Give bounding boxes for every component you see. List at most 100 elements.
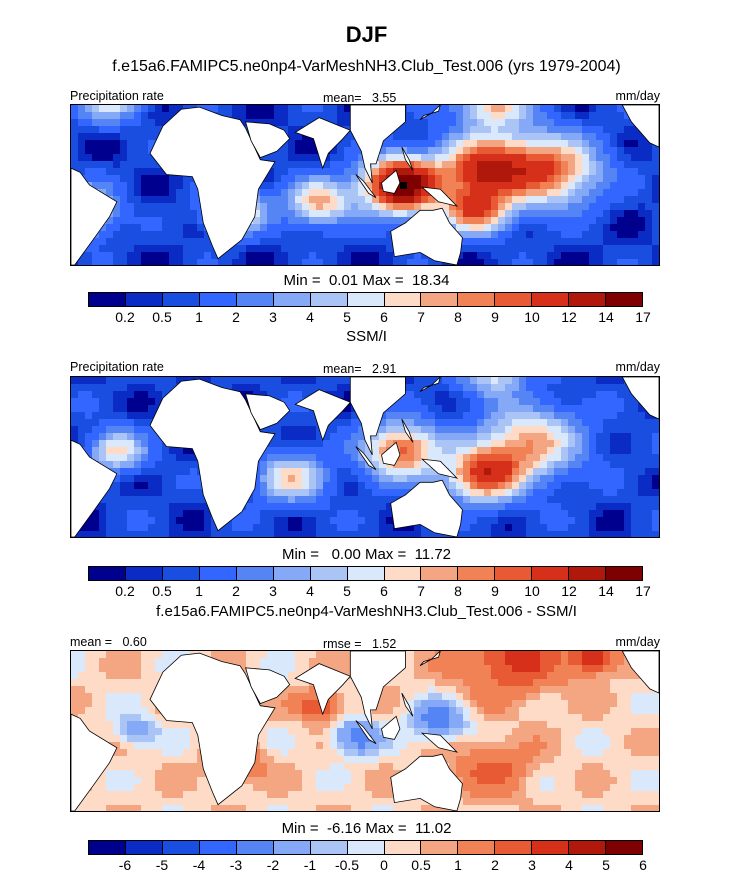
field-cell xyxy=(470,531,478,537)
field-cell xyxy=(281,154,289,162)
field-cell xyxy=(267,482,275,490)
field-cell xyxy=(85,105,93,113)
field-cell xyxy=(288,489,296,497)
field-cell xyxy=(631,419,639,427)
field-cell xyxy=(554,210,562,218)
field-cell xyxy=(295,203,303,211)
field-cell xyxy=(134,503,142,511)
field-cell xyxy=(330,154,338,162)
field-cell xyxy=(260,489,268,497)
field-cell xyxy=(386,133,394,141)
field-cell xyxy=(99,440,107,448)
field-cell xyxy=(99,503,107,511)
field-cell xyxy=(365,475,373,483)
field-cell xyxy=(281,252,289,260)
field-cell xyxy=(610,231,618,239)
field-cell xyxy=(582,377,590,385)
field-cell xyxy=(610,168,618,176)
field-cell xyxy=(302,468,310,476)
field-cell xyxy=(575,196,583,204)
field-cell xyxy=(638,405,646,413)
field-cell xyxy=(589,651,597,659)
field-cell xyxy=(260,524,268,532)
field-cell xyxy=(610,196,618,204)
field-cell xyxy=(533,196,541,204)
field-cell xyxy=(141,377,149,385)
field-cell xyxy=(260,454,268,462)
field-cell xyxy=(582,175,590,183)
field-cell xyxy=(463,245,471,253)
field-cell xyxy=(351,503,359,511)
field-cell xyxy=(617,482,625,490)
field-cell xyxy=(652,714,659,722)
field-cell xyxy=(155,728,163,736)
field-cell xyxy=(484,496,492,504)
field-cell xyxy=(463,175,471,183)
field-cell xyxy=(330,217,338,225)
field-cell xyxy=(358,252,366,260)
field-cell xyxy=(414,405,422,413)
field-cell xyxy=(162,175,170,183)
field-cell xyxy=(302,384,310,392)
field-cell xyxy=(477,161,485,169)
field-cell xyxy=(127,182,135,190)
field-cell xyxy=(281,419,289,427)
field-cell xyxy=(652,475,659,483)
field-cell xyxy=(386,524,394,532)
field-cell xyxy=(456,384,464,392)
field-cell xyxy=(561,168,569,176)
field-cell xyxy=(512,475,520,483)
field-cell xyxy=(442,140,450,148)
field-cell xyxy=(288,259,296,265)
field-cell xyxy=(421,412,429,420)
field-cell xyxy=(344,503,352,511)
field-cell xyxy=(400,482,408,490)
field-cell xyxy=(337,140,345,148)
field-cell xyxy=(155,182,163,190)
field-cell xyxy=(337,196,345,204)
field-cell xyxy=(316,496,324,504)
field-cell xyxy=(547,105,555,113)
field-cell xyxy=(582,714,590,722)
colorbar-swatch xyxy=(421,567,459,580)
field-cell xyxy=(617,238,625,246)
field-cell xyxy=(106,217,114,225)
field-cell xyxy=(449,419,457,427)
field-cell xyxy=(316,517,324,525)
field-cell xyxy=(505,489,513,497)
field-cell xyxy=(631,503,639,511)
field-cell xyxy=(589,133,597,141)
field-cell xyxy=(414,707,422,715)
field-cell xyxy=(491,384,499,392)
field-cell xyxy=(183,210,191,218)
field-cell xyxy=(267,238,275,246)
field-cell xyxy=(428,203,436,211)
field-cell xyxy=(442,658,450,666)
field-cell xyxy=(379,168,387,176)
field-cell xyxy=(302,196,310,204)
field-cell xyxy=(316,482,324,490)
field-cell xyxy=(463,217,471,225)
colorbar-swatch xyxy=(273,567,311,580)
field-cell xyxy=(337,182,345,190)
field-cell xyxy=(484,665,492,673)
colorbar-tick-label: 12 xyxy=(561,309,577,325)
field-cell xyxy=(652,489,659,497)
field-cell xyxy=(372,517,380,525)
field-cell xyxy=(610,426,618,434)
field-cell xyxy=(295,510,303,518)
field-cell xyxy=(120,693,128,701)
field-cell xyxy=(386,714,394,722)
field-cell xyxy=(498,217,506,225)
field-cell xyxy=(106,182,114,190)
field-cell xyxy=(141,496,149,504)
field-cell xyxy=(358,475,366,483)
field-cell xyxy=(309,728,317,736)
field-cell xyxy=(330,721,338,729)
field-cell xyxy=(365,468,373,476)
field-cell xyxy=(120,447,128,455)
field-cell xyxy=(106,489,114,497)
field-cell xyxy=(470,175,478,183)
field-cell xyxy=(358,426,366,434)
field-cell xyxy=(575,168,583,176)
